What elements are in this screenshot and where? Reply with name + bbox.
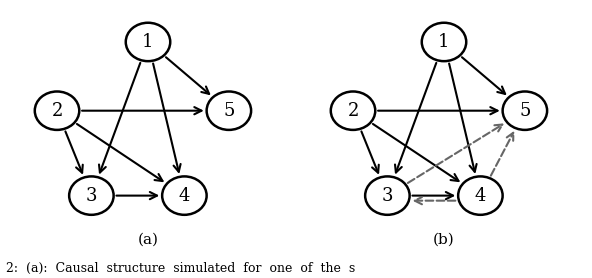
Text: 3: 3 — [382, 187, 393, 205]
Text: (b): (b) — [433, 232, 455, 246]
Text: 2: 2 — [52, 102, 63, 120]
Text: 4: 4 — [475, 187, 486, 205]
Ellipse shape — [503, 91, 547, 130]
Text: 5: 5 — [519, 102, 530, 120]
Ellipse shape — [35, 91, 79, 130]
Text: 2: 2 — [348, 102, 359, 120]
Ellipse shape — [69, 177, 114, 215]
Text: 3: 3 — [86, 187, 97, 205]
Text: (a): (a) — [137, 232, 159, 246]
Text: 4: 4 — [179, 187, 190, 205]
Ellipse shape — [422, 23, 466, 61]
Ellipse shape — [365, 177, 410, 215]
Text: 1: 1 — [438, 33, 450, 51]
Ellipse shape — [207, 91, 251, 130]
Ellipse shape — [162, 177, 207, 215]
Text: 5: 5 — [223, 102, 234, 120]
Ellipse shape — [458, 177, 503, 215]
Ellipse shape — [126, 23, 170, 61]
Ellipse shape — [331, 91, 375, 130]
Text: 2:  (a):  Causal  structure  simulated  for  one  of  the  s: 2: (a): Causal structure simulated for o… — [6, 262, 355, 275]
Text: 1: 1 — [142, 33, 154, 51]
